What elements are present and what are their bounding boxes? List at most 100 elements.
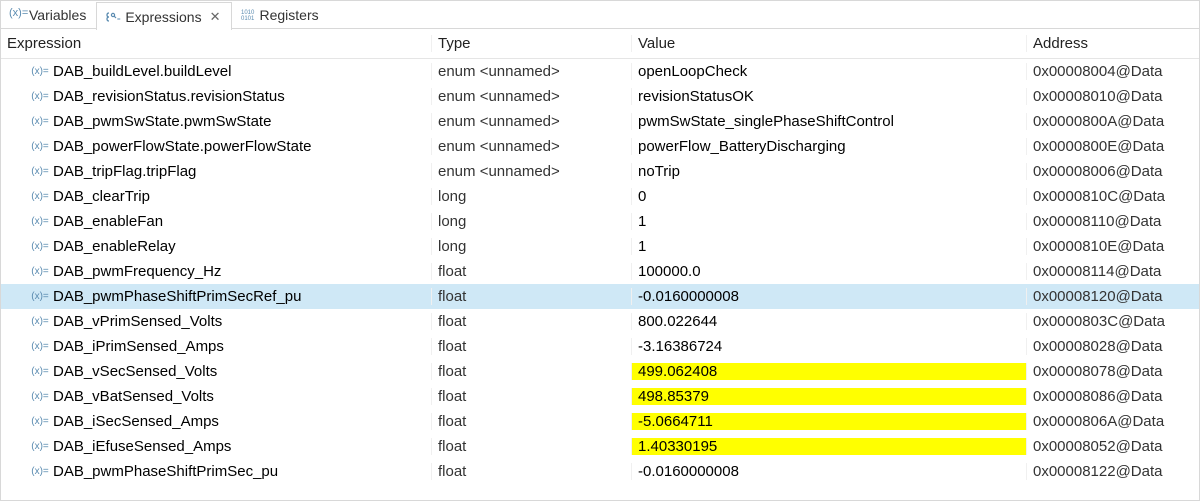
type-cell: float <box>431 463 631 480</box>
expression-name: DAB_clearTrip <box>53 188 150 205</box>
expression-cell: (x)=DAB_iPrimSensed_Amps <box>1 338 431 355</box>
value-cell[interactable]: powerFlow_BatteryDischarging <box>631 138 1026 155</box>
expression-cell: (x)=DAB_iSecSensed_Amps <box>1 413 431 430</box>
value-cell[interactable]: 1.40330195 <box>631 438 1026 455</box>
tab-variables[interactable]: (x)= Variables <box>1 1 96 29</box>
address-cell: 0x00008122@Data <box>1026 463 1200 480</box>
table-row[interactable]: (x)=DAB_powerFlowState.powerFlowStateenu… <box>1 134 1199 159</box>
table-row[interactable]: (x)=DAB_revisionStatus.revisionStatusenu… <box>1 84 1199 109</box>
expression-cell: (x)=DAB_iEfuseSensed_Amps <box>1 438 431 455</box>
type-cell: float <box>431 263 631 280</box>
value-cell[interactable]: 499.062408 <box>631 363 1026 380</box>
address-cell: 0x00008010@Data <box>1026 88 1200 105</box>
expression-name: DAB_enableRelay <box>53 238 176 255</box>
value-cell[interactable]: 100000.0 <box>631 263 1026 280</box>
svg-text:=: = <box>117 17 121 23</box>
expressions-icon: = <box>105 9 121 25</box>
value-cell[interactable]: 1 <box>631 238 1026 255</box>
variable-icon: (x)= <box>31 389 49 405</box>
table-row[interactable]: (x)=DAB_clearTriplong00x0000810C@Data <box>1 184 1199 209</box>
address-cell: 0x00008120@Data <box>1026 288 1200 305</box>
table-row[interactable]: (x)=DAB_iPrimSensed_Ampsfloat-3.16386724… <box>1 334 1199 359</box>
table-row[interactable]: (x)=DAB_buildLevel.buildLevelenum <unnam… <box>1 59 1199 84</box>
tab-registers[interactable]: 1010 0101 Registers <box>232 1 329 29</box>
value-cell[interactable]: 498.85379 <box>631 388 1026 405</box>
variable-icon: (x)= <box>31 439 49 455</box>
variable-icon: (x)= <box>31 414 49 430</box>
expression-cell: (x)=DAB_pwmPhaseShiftPrimSecRef_pu <box>1 288 431 305</box>
type-cell: float <box>431 413 631 430</box>
expression-name: DAB_pwmPhaseShiftPrimSecRef_pu <box>53 288 301 305</box>
expression-name: DAB_buildLevel.buildLevel <box>53 63 231 80</box>
address-cell: 0x0000803C@Data <box>1026 313 1200 330</box>
table-row[interactable]: (x)=DAB_vSecSensed_Voltsfloat499.0624080… <box>1 359 1199 384</box>
expression-cell: (x)=DAB_vBatSensed_Volts <box>1 388 431 405</box>
type-cell: long <box>431 238 631 255</box>
value-cell[interactable]: pwmSwState_singlePhaseShiftControl <box>631 113 1026 130</box>
table-row[interactable]: (x)=DAB_vBatSensed_Voltsfloat498.853790x… <box>1 384 1199 409</box>
type-cell: enum <unnamed> <box>431 138 631 155</box>
expression-cell: (x)=DAB_vSecSensed_Volts <box>1 363 431 380</box>
type-cell: float <box>431 388 631 405</box>
table-row[interactable]: (x)=DAB_pwmPhaseShiftPrimSecRef_pufloat-… <box>1 284 1199 309</box>
tab-expressions[interactable]: = Expressions ✕ <box>96 2 231 30</box>
table-row[interactable]: (x)=DAB_tripFlag.tripFlagenum <unnamed>n… <box>1 159 1199 184</box>
header-value[interactable]: Value <box>631 35 1026 52</box>
address-cell: 0x00008052@Data <box>1026 438 1200 455</box>
variable-icon: (x)= <box>31 339 49 355</box>
address-cell: 0x00008086@Data <box>1026 388 1200 405</box>
variable-icon: (x)= <box>31 214 49 230</box>
variable-icon: (x)= <box>31 189 49 205</box>
address-cell: 0x0000806A@Data <box>1026 413 1200 430</box>
type-cell: enum <unnamed> <box>431 163 631 180</box>
type-cell: enum <unnamed> <box>431 88 631 105</box>
value-cell[interactable]: 800.022644 <box>631 313 1026 330</box>
close-icon[interactable]: ✕ <box>210 9 221 25</box>
header-type[interactable]: Type <box>431 35 631 52</box>
type-cell: enum <unnamed> <box>431 63 631 80</box>
type-cell: enum <unnamed> <box>431 113 631 130</box>
variable-icon: (x)= <box>31 264 49 280</box>
expression-name: DAB_iSecSensed_Amps <box>53 413 219 430</box>
address-cell: 0x00008078@Data <box>1026 363 1200 380</box>
value-cell[interactable]: revisionStatusOK <box>631 88 1026 105</box>
table-row[interactable]: (x)=DAB_enableFanlong10x00008110@Data <box>1 209 1199 234</box>
table-row[interactable]: (x)=DAB_vPrimSensed_Voltsfloat800.022644… <box>1 309 1199 334</box>
value-cell[interactable]: 0 <box>631 188 1026 205</box>
table-row[interactable]: (x)=DAB_enableRelaylong10x0000810E@Data <box>1 234 1199 259</box>
expression-cell: (x)=DAB_clearTrip <box>1 188 431 205</box>
table-row[interactable]: (x)=DAB_iSecSensed_Ampsfloat-5.06647110x… <box>1 409 1199 434</box>
variable-icon: (x)= <box>31 139 49 155</box>
expression-cell: (x)=DAB_pwmPhaseShiftPrimSec_pu <box>1 463 431 480</box>
header-expression[interactable]: Expression <box>1 35 431 52</box>
table-row[interactable]: (x)=DAB_pwmPhaseShiftPrimSec_pufloat-0.0… <box>1 459 1199 484</box>
address-cell: 0x00008110@Data <box>1026 213 1200 230</box>
value-cell[interactable]: openLoopCheck <box>631 63 1026 80</box>
table-row[interactable]: (x)=DAB_iEfuseSensed_Ampsfloat1.40330195… <box>1 434 1199 459</box>
variable-icon: (x)= <box>31 464 49 480</box>
value-cell[interactable]: -3.16386724 <box>631 338 1026 355</box>
table-row[interactable]: (x)=DAB_pwmFrequency_Hzfloat100000.00x00… <box>1 259 1199 284</box>
expression-cell: (x)=DAB_pwmSwState.pwmSwState <box>1 113 431 130</box>
expression-name: DAB_pwmPhaseShiftPrimSec_pu <box>53 463 278 480</box>
value-cell[interactable]: -0.0160000008 <box>631 463 1026 480</box>
header-address[interactable]: Address <box>1026 35 1200 52</box>
tab-variables-label: Variables <box>29 7 86 23</box>
value-cell[interactable]: 1 <box>631 213 1026 230</box>
expression-name: DAB_vBatSensed_Volts <box>53 388 214 405</box>
svg-text:0101: 0101 <box>241 16 255 22</box>
address-cell: 0x00008114@Data <box>1026 263 1200 280</box>
expression-cell: (x)=DAB_tripFlag.tripFlag <box>1 163 431 180</box>
value-cell[interactable]: noTrip <box>631 163 1026 180</box>
expression-cell: (x)=DAB_enableFan <box>1 213 431 230</box>
variable-icon: (x)= <box>31 164 49 180</box>
expression-cell: (x)=DAB_powerFlowState.powerFlowState <box>1 138 431 155</box>
table-row[interactable]: (x)=DAB_pwmSwState.pwmSwStateenum <unnam… <box>1 109 1199 134</box>
expression-name: DAB_vSecSensed_Volts <box>53 363 217 380</box>
expression-cell: (x)=DAB_enableRelay <box>1 238 431 255</box>
variable-icon: (x)= <box>31 364 49 380</box>
value-cell[interactable]: -0.0160000008 <box>631 288 1026 305</box>
value-cell[interactable]: -5.0664711 <box>631 413 1026 430</box>
registers-icon: 1010 0101 <box>240 7 256 23</box>
tab-expressions-label: Expressions <box>125 9 201 25</box>
